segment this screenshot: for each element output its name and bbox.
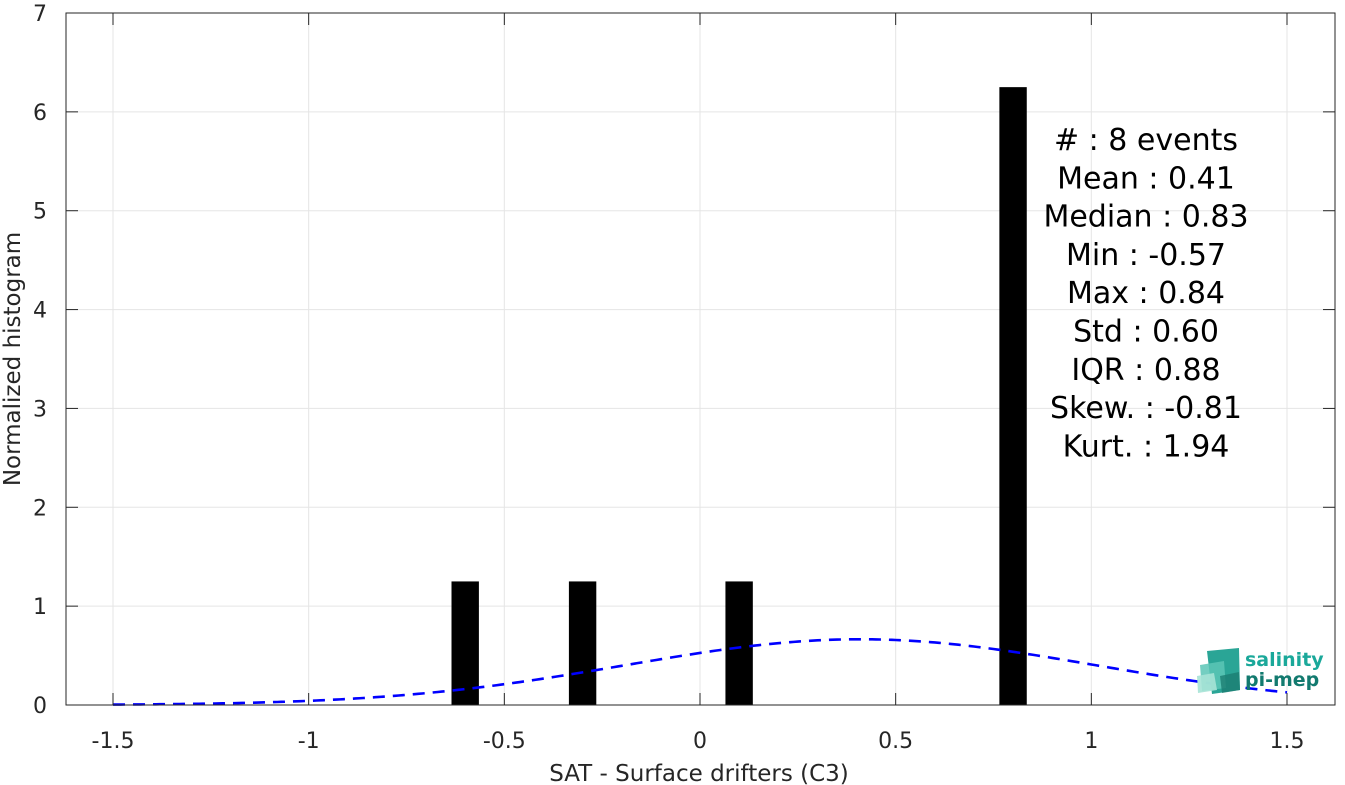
y-axis-label: Normalized histogram — [0, 232, 26, 486]
x-tick-label: 0.5 — [878, 729, 913, 754]
y-tick-label: 6 — [33, 101, 47, 126]
stats-line: # : 8 events — [1054, 123, 1238, 158]
wave-logo-icon — [1197, 648, 1240, 694]
y-tick-label: 0 — [33, 694, 47, 719]
stats-line: Skew. : -0.81 — [1050, 391, 1242, 426]
stats-line: Mean : 0.41 — [1057, 161, 1235, 196]
histogram-bar — [999, 87, 1027, 705]
x-tick-label: -1.5 — [92, 729, 135, 754]
tick-labels: -1.5 -1 -0.5 0 0.5 1 1.5 0 1 2 3 4 5 6 7 — [33, 2, 1305, 754]
stats-line: Kurt. : 1.94 — [1063, 429, 1230, 464]
y-tick-label: 1 — [33, 595, 47, 620]
stats-line: Median : 0.83 — [1043, 200, 1248, 235]
y-tick-label: 4 — [33, 299, 47, 324]
histogram-bar — [725, 581, 753, 705]
y-tick-label: 3 — [33, 397, 47, 422]
x-tick-label: -1 — [298, 729, 320, 754]
fit-curve-line — [112, 637, 1288, 706]
stats-line: Std : 0.60 — [1073, 315, 1219, 350]
y-tick-label: 2 — [33, 496, 47, 521]
logo-text-pi-mep: pi-mep — [1245, 669, 1319, 691]
histogram-bar — [451, 581, 479, 705]
x-tick-label: -0.5 — [483, 729, 526, 754]
y-tick-label: 7 — [33, 2, 47, 27]
salinity-pi-mep-logo: salinity pi-mep — [1197, 648, 1324, 694]
stats-line: IQR : 0.88 — [1071, 353, 1220, 388]
logo-text-salinity: salinity — [1245, 649, 1324, 671]
histogram-bars — [451, 87, 1027, 705]
x-axis-label: SAT - Surface drifters (C3) — [549, 761, 849, 785]
x-tick-label: 1 — [1084, 729, 1098, 754]
plot-axes — [65, 12, 1336, 706]
stats-line: Max : 0.84 — [1067, 276, 1225, 311]
normal-fit-curve — [112, 637, 1288, 706]
histogram-bar — [568, 581, 597, 705]
y-tick-label: 5 — [33, 200, 47, 225]
stats-line: Min : -0.57 — [1066, 238, 1226, 273]
x-tick-label: 1.5 — [1270, 729, 1305, 754]
x-tick-label: 0 — [693, 729, 707, 754]
